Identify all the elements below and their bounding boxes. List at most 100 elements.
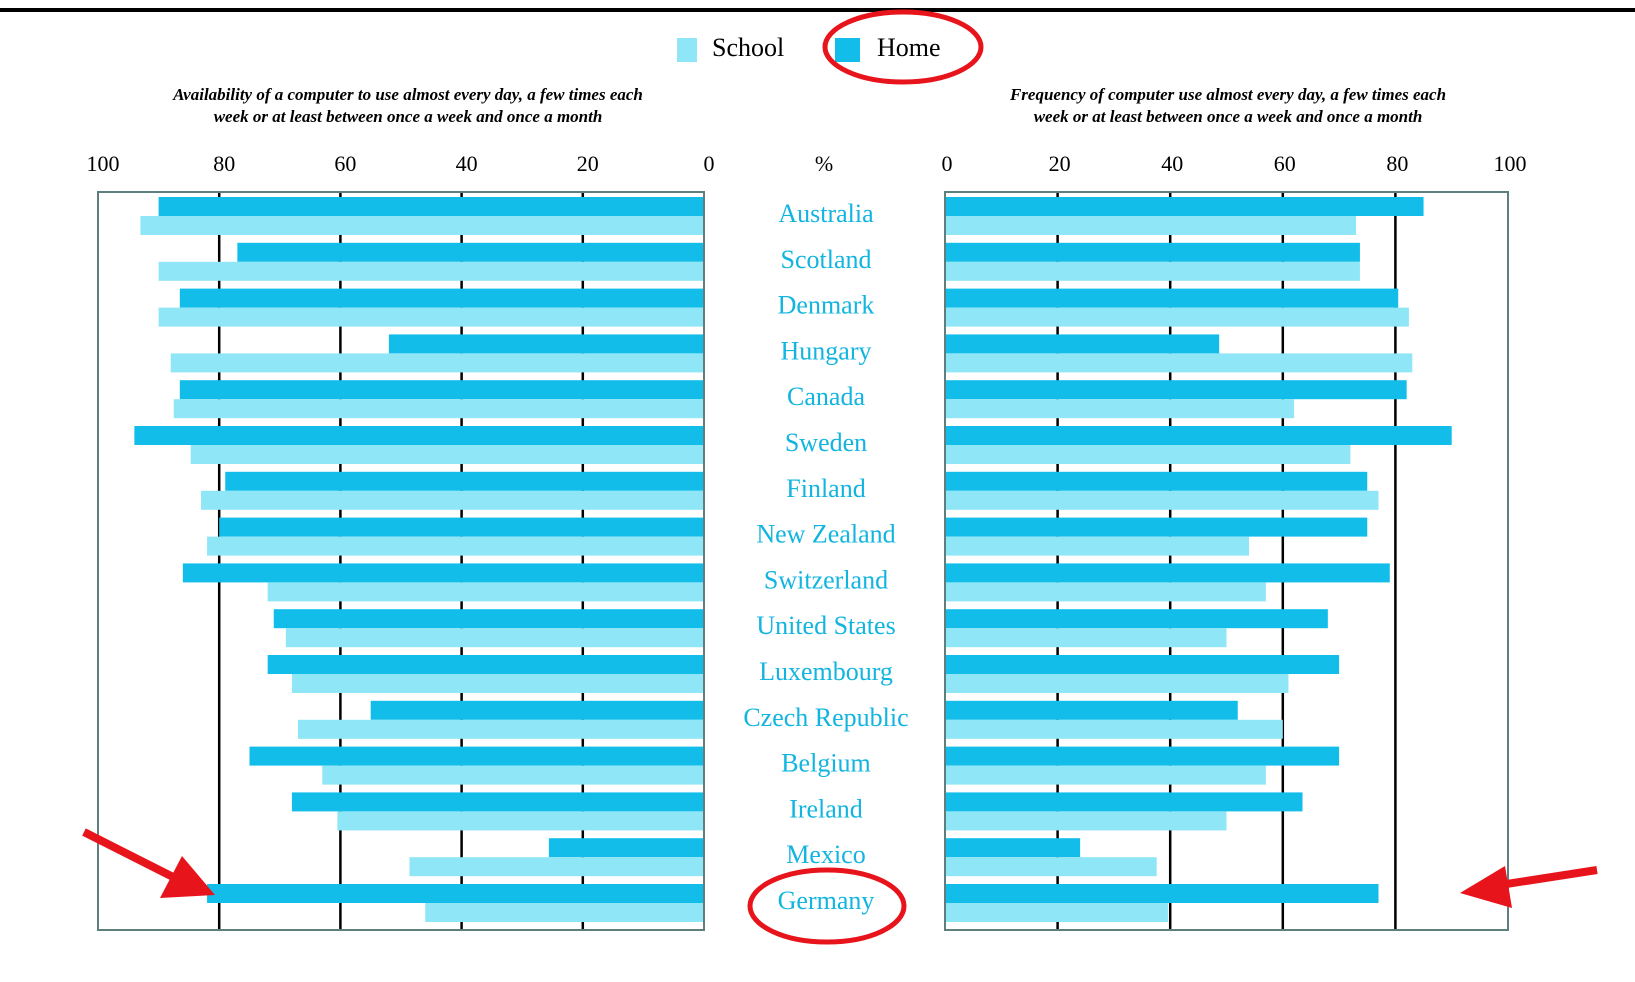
bar <box>945 746 1340 766</box>
bar <box>945 353 1413 373</box>
bar <box>945 582 1266 602</box>
category-label: Canada <box>787 382 865 411</box>
bar <box>945 490 1379 510</box>
bar <box>297 719 704 739</box>
category-label: Australia <box>778 199 874 228</box>
bar <box>945 197 1424 216</box>
legend-label: Home <box>877 33 941 62</box>
category-label: Ireland <box>789 794 863 823</box>
bar <box>190 445 704 464</box>
arrow <box>82 828 215 898</box>
bar <box>225 471 704 491</box>
x-tick-label: 60 <box>1274 151 1296 176</box>
x-tick-label: 40 <box>1161 151 1183 176</box>
category-label: New Zealand <box>756 520 895 549</box>
bar <box>285 628 704 648</box>
bar <box>945 471 1368 491</box>
bar <box>267 655 704 674</box>
bar <box>134 426 705 445</box>
bar <box>170 353 705 373</box>
subtitle: week or at least between once a week and… <box>1034 107 1423 126</box>
bar <box>179 380 704 400</box>
category-label: United States <box>756 611 895 640</box>
bar <box>173 399 704 419</box>
x-tick-label: 0 <box>942 151 953 176</box>
category-label: Belgium <box>781 749 871 778</box>
bar <box>945 700 1238 720</box>
bar <box>945 380 1407 400</box>
bar <box>945 261 1360 281</box>
bar <box>291 674 704 693</box>
x-tick-label: 20 <box>577 151 599 176</box>
bar <box>945 628 1227 648</box>
bar <box>182 563 705 583</box>
subtitle: Frequency of computer use almost every d… <box>1009 85 1446 104</box>
bar <box>945 655 1340 674</box>
arrow <box>1460 866 1598 908</box>
category-label: Switzerland <box>764 565 888 594</box>
category-label: Germany <box>778 886 875 915</box>
category-label: Denmark <box>778 291 875 320</box>
category-label: Luxembourg <box>759 657 893 686</box>
bar <box>388 334 704 354</box>
bar <box>273 609 704 629</box>
bar <box>945 884 1379 903</box>
bar <box>945 445 1351 464</box>
highlight-circle <box>822 9 984 85</box>
bar <box>945 426 1452 445</box>
bar <box>945 399 1295 419</box>
bar <box>207 884 704 903</box>
plots: Availability of a computer to use almost… <box>87 85 1527 931</box>
legend-label: School <box>712 33 784 62</box>
bar <box>548 838 704 858</box>
bar <box>945 563 1390 583</box>
x-tick-label: 0 <box>704 151 715 176</box>
bar <box>945 811 1227 831</box>
bar <box>945 857 1157 877</box>
bar <box>945 334 1220 354</box>
highlight-circle <box>747 867 907 945</box>
category-label: Scotland <box>781 245 872 274</box>
bar <box>179 288 704 308</box>
plot-frame <box>97 191 705 931</box>
category-label: Finland <box>786 474 865 503</box>
bar <box>945 609 1328 629</box>
x-tick-label: 40 <box>456 151 478 176</box>
subtitle: week or at least between once a week and… <box>214 107 603 126</box>
bar <box>409 857 704 877</box>
bar <box>945 517 1368 537</box>
bar <box>249 746 704 766</box>
bar <box>945 719 1283 739</box>
bar <box>291 792 704 812</box>
category-label: Czech Republic <box>743 703 908 732</box>
x-tick-label: 20 <box>1049 151 1071 176</box>
x-tick-label: 80 <box>1386 151 1408 176</box>
bar <box>207 536 704 556</box>
bar <box>337 811 704 831</box>
bar <box>945 242 1360 262</box>
x-tick-label: 80 <box>213 151 235 176</box>
bar <box>945 216 1356 235</box>
category-label: Sweden <box>785 428 867 457</box>
bar <box>158 197 705 216</box>
bar <box>267 582 704 602</box>
x-tick-label: 100 <box>87 151 120 176</box>
bar <box>158 261 705 281</box>
bar <box>945 765 1266 785</box>
bar <box>945 536 1250 556</box>
category-label: Hungary <box>781 336 872 365</box>
bar <box>945 674 1289 693</box>
subtitle: Availability of a computer to use almost… <box>172 85 643 104</box>
axis-unit: % <box>815 151 833 176</box>
bar <box>945 903 1168 922</box>
bar <box>370 700 704 720</box>
legend: Home School <box>677 33 941 62</box>
legend-swatch <box>835 38 860 62</box>
category-label: Mexico <box>786 840 865 869</box>
legend-swatch <box>677 38 697 62</box>
bar <box>158 307 705 327</box>
bar <box>219 517 704 537</box>
bar <box>201 490 704 510</box>
bar <box>945 288 1399 308</box>
